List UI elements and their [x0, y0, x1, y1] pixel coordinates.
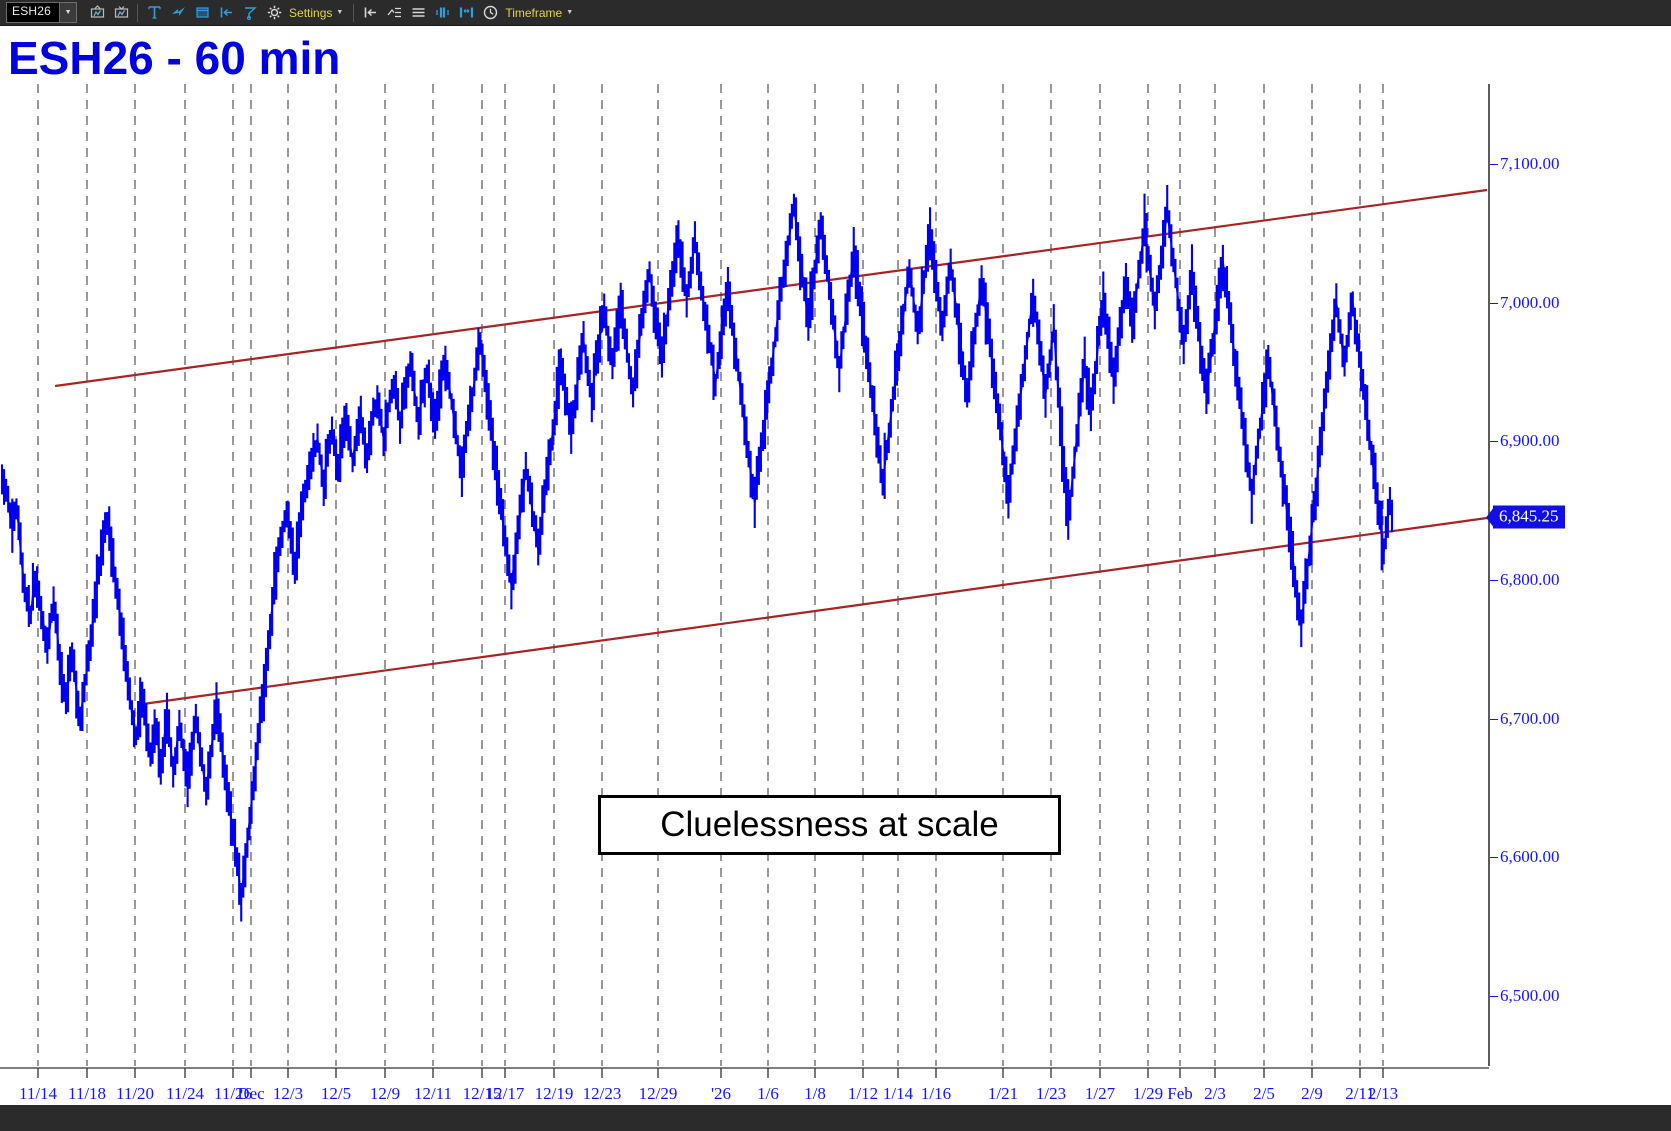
date-axis-label: 1/8 [804, 1084, 826, 1103]
align-left-icon[interactable] [214, 2, 238, 24]
date-axis-label: 11/20 [115, 1084, 155, 1103]
date-axis-label: 2/9 [1301, 1084, 1323, 1103]
settings-chevron-down-icon[interactable]: ▼ [336, 9, 344, 16]
date-axis-label: 2/13 [1367, 1084, 1399, 1103]
chart-area[interactable]: ESH26 - 60 min 7,100.00 7,000.00 6,900.00 6… [0, 26, 1671, 1131]
price-axis-tick [1490, 441, 1498, 443]
toolbar-divider [137, 3, 139, 22]
gear-icon[interactable] [262, 2, 286, 24]
bar-width-icon[interactable] [454, 2, 478, 24]
price-axis-label: 6,900.00 [1500, 431, 1560, 451]
date-axis-label: 12/17 [485, 1084, 525, 1103]
toolbar: ESH26 ▼ [0, 0, 1671, 26]
date-axis-label: 12/11 [413, 1084, 453, 1103]
price-series [0, 185, 1394, 922]
date-axis-label: 12/23 [582, 1084, 622, 1103]
timeframe-label[interactable]: Timeframe [505, 5, 563, 20]
date-axis-label: 1/21 [987, 1084, 1019, 1103]
chevron-down-icon[interactable]: ▼ [59, 3, 77, 22]
bar-spacing-icon[interactable] [430, 2, 454, 24]
chart-scale-icon[interactable] [382, 2, 406, 24]
date-axis-label: 1/16 [920, 1084, 952, 1103]
price-axis-label: 6,500.00 [1500, 986, 1560, 1005]
symbol-input[interactable]: ESH26 [7, 3, 60, 22]
date-axis-label: 11/26 [213, 1084, 253, 1103]
date-axis-label: 1/12 [847, 1084, 879, 1103]
price-axis-tick [1490, 580, 1498, 581]
page-title: ESH26 - 60 min [8, 32, 341, 84]
price-line [1, 208, 1393, 897]
date-axis-label: 12/29 [638, 1084, 678, 1103]
last-price-badge: 6,845.25 [1493, 505, 1565, 529]
date-axis-label: 12/9 [369, 1084, 401, 1103]
date-axis-label: 11/24 [165, 1084, 205, 1103]
annotation-textbox[interactable]: Cluelessness at scale [598, 795, 1061, 855]
lower-trendline[interactable] [142, 516, 1488, 706]
status-bar [0, 1105, 1671, 1131]
jump-to-start-icon[interactable] [358, 2, 382, 24]
price-axis-label: 6,800.00 [1500, 570, 1560, 589]
date-axis-label: 2/5 [1253, 1084, 1275, 1103]
annotation-text: Cluelessness at scale [660, 805, 999, 844]
date-axis-label: 1/27 [1084, 1084, 1116, 1103]
date-axis-label: 1/29 [1132, 1084, 1164, 1103]
date-axis-label: 2/11 [1345, 1084, 1375, 1103]
price-axis-tick [1490, 996, 1498, 997]
window-tool-icon[interactable] [190, 2, 214, 24]
price-axis-label: 7,000.00 [1500, 292, 1560, 312]
date-axis-label: 1/14 [882, 1084, 914, 1103]
price-axis-label: 6,600.00 [1500, 847, 1560, 867]
date-axis-label: 2/3 [1204, 1084, 1226, 1103]
settings-label[interactable]: Settings [289, 5, 333, 20]
date-axis-label: 1/6 [757, 1084, 779, 1103]
price-axis-label: 7,100.00 [1500, 154, 1560, 173]
price-chart-canvas[interactable] [0, 26, 1671, 1131]
date-axis-label: 12/3 [272, 1084, 304, 1103]
menu-lines-icon[interactable] [406, 2, 430, 24]
price-axis-label: 6,700.00 [1500, 708, 1560, 728]
drawing-tool-icon[interactable] [238, 2, 262, 24]
upper-trendline[interactable] [54, 188, 1488, 388]
date-axis-label: 11/18 [67, 1084, 107, 1103]
date-axis-label: Feb [1167, 1084, 1193, 1103]
timeframe-chevron-down-icon[interactable]: ▼ [566, 9, 574, 16]
chart-snapshot-icon[interactable] [85, 2, 109, 24]
date-axis-label: '26 [710, 1084, 732, 1103]
text-tool-icon[interactable] [142, 2, 166, 24]
date-axis-label: 11/14 [18, 1084, 58, 1103]
date-axis-label: Dec [237, 1084, 265, 1103]
symbol-selector[interactable]: ESH26 ▼ [6, 2, 78, 23]
date-axis-label: 12/15 [462, 1084, 502, 1103]
chart-snapshot-alt-icon[interactable] [109, 2, 133, 24]
price-axis-tick [1490, 857, 1498, 859]
toolbar-divider-2 [353, 3, 355, 22]
date-axis-label: 12/19 [534, 1084, 574, 1103]
price-axis-tick [1490, 164, 1498, 165]
date-axis-label: 1/23 [1035, 1084, 1067, 1103]
clock-icon[interactable] [478, 2, 502, 24]
date-axis-label: 12/5 [320, 1084, 352, 1103]
marker-tool-icon[interactable] [166, 2, 190, 24]
price-axis-tick [1490, 718, 1498, 720]
price-axis-tick [1490, 302, 1498, 304]
